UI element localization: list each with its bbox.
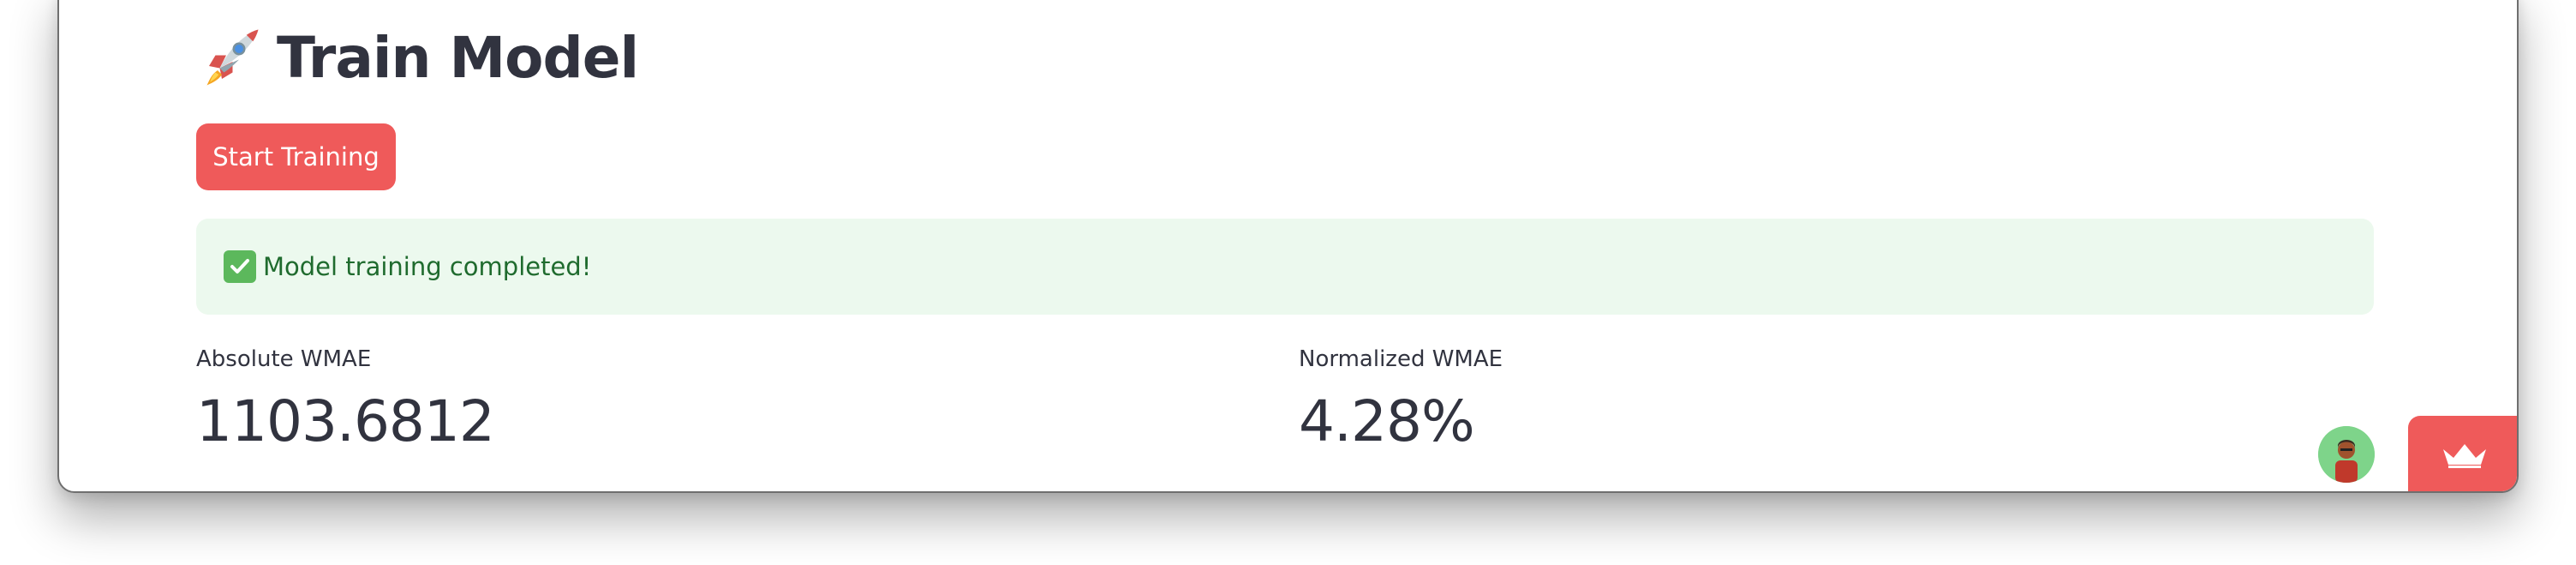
alert-message: Model training completed!: [263, 252, 592, 281]
metric-label: Normalized WMAE: [1299, 346, 1503, 372]
metric-absolute-wmae: Absolute WMAE 1103.6812: [196, 345, 495, 454]
metric-value: 1103.6812: [196, 388, 495, 454]
user-avatar-icon[interactable]: [2318, 426, 2375, 483]
metric-value: 4.28%: [1299, 388, 1475, 454]
success-alert: Model training completed!: [196, 219, 2374, 315]
app-window: Train Model Start Training Model trainin…: [57, 0, 2519, 493]
metric-label: Absolute WMAE: [196, 346, 372, 372]
start-training-button[interactable]: Start Training: [196, 123, 396, 190]
page-title-text: Train Model: [277, 24, 639, 91]
metric-normalized-wmae: Normalized WMAE 4.28%: [1299, 345, 1503, 454]
crown-icon: [2442, 444, 2486, 468]
rocket-icon: [206, 29, 259, 86]
check-mark-icon: [224, 250, 256, 283]
crown-badge[interactable]: [2408, 416, 2517, 491]
page-title: Train Model: [196, 19, 639, 96]
